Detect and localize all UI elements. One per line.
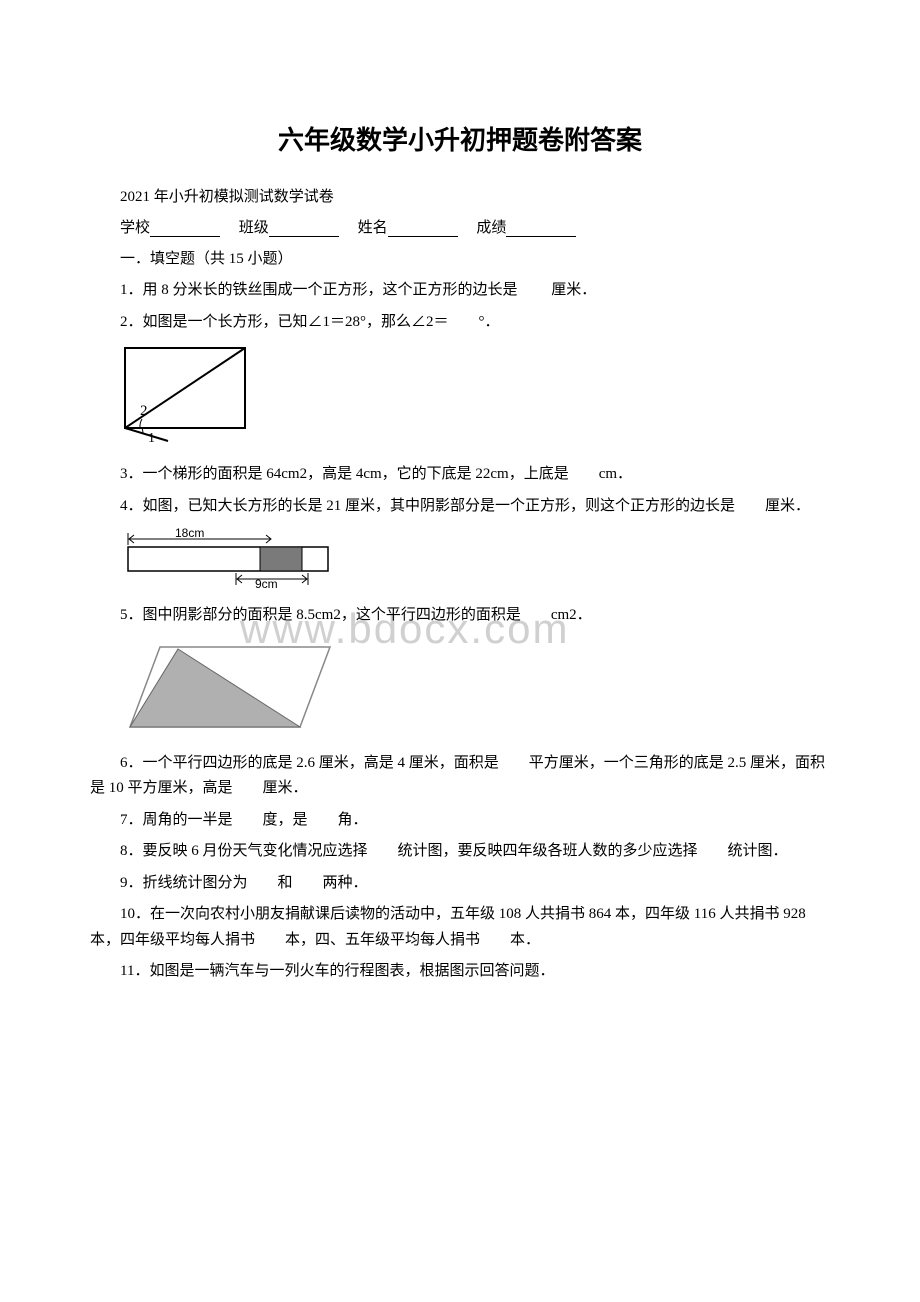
document-title: 六年级数学小升初押题卷附答案 [90, 120, 830, 157]
question-3: 3．一个梯形的面积是 64cm2，高是 4cm，它的下底是 22cm，上底是 c… [90, 462, 830, 488]
name-label: 姓名 [358, 220, 388, 236]
question-1: 1．用 8 分米长的铁丝围成一个正方形，这个正方形的边长是 厘米． [90, 278, 830, 304]
school-blank [150, 221, 220, 237]
question-2: 2．如图是一个长方形，已知∠1＝28°，那么∠2＝ °． [90, 310, 830, 336]
section-1-header: 一．填空题（共 15 小题） [90, 247, 830, 268]
figure-q5-svg [120, 637, 340, 737]
fig4-top-label: 18cm [175, 527, 204, 540]
class-label: 班级 [239, 220, 269, 236]
question-11: 11．如图是一辆汽车与一列火车的行程图表，根据图示回答问题． [90, 959, 830, 985]
question-4: 4．如图，已知大长方形的长是 21 厘米，其中阴影部分是一个正方形，则这个正方形… [90, 494, 830, 520]
question-9: 9．折线统计图分为 和 两种． [90, 871, 830, 897]
question-6: 6．一个平行四边形的底是 2.6 厘米，高是 4 厘米，面积是 平方厘米，一个三… [90, 751, 830, 802]
fig2-label-1: 1 [148, 431, 155, 446]
class-blank [269, 221, 339, 237]
fig4-shaded-square [260, 547, 302, 571]
fig4-bottom-label: 9cm [255, 577, 278, 589]
figure-q4: 18cm 9cm [120, 527, 830, 589]
student-info-line: 学校 班级 姓名 成绩 [90, 216, 830, 237]
school-label: 学校 [120, 220, 150, 236]
question-10: 10．在一次向农村小朋友捐献课后读物的活动中，五年级 108 人共捐书 864 … [90, 902, 830, 953]
figure-q4-svg: 18cm 9cm [120, 527, 340, 589]
exam-subtitle: 2021 年小升初模拟测试数学试卷 [90, 185, 830, 206]
figure-q5 [120, 637, 830, 737]
name-blank [388, 221, 458, 237]
score-label: 成绩 [476, 220, 506, 236]
question-5: 5．图中阴影部分的面积是 8.5cm2，这个平行四边形的面积是 cm2． [90, 603, 830, 629]
fig2-short-line [125, 428, 168, 441]
score-blank [506, 221, 576, 237]
figure-q2: 2 1 [120, 343, 830, 448]
question-7: 7．周角的一半是 度，是 角． [90, 808, 830, 834]
question-8: 8．要反映 6 月份天气变化情况应选择 统计图，要反映四年级各班人数的多少应选择… [90, 839, 830, 865]
document-content: 六年级数学小升初押题卷附答案 2021 年小升初模拟测试数学试卷 学校 班级 姓… [90, 120, 830, 985]
fig2-arc2 [140, 419, 142, 428]
figure-q2-svg: 2 1 [120, 343, 260, 448]
fig2-label-2: 2 [140, 403, 148, 419]
